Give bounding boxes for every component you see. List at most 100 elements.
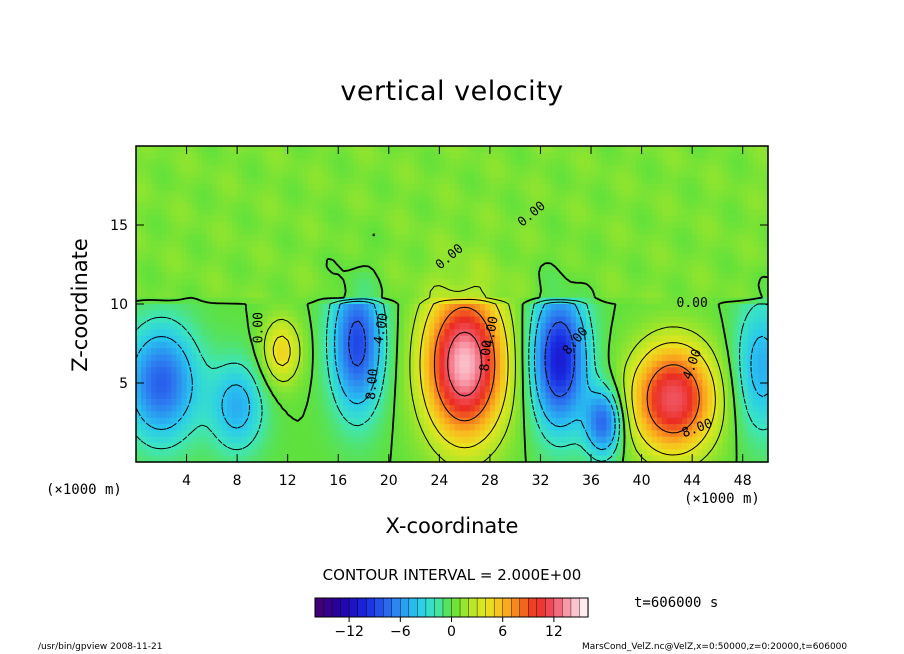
field-cell (494, 259, 501, 267)
field-cell (666, 316, 673, 324)
field-cell (580, 209, 587, 217)
field-cell (444, 329, 451, 337)
field-cell (221, 228, 228, 236)
field-cell (252, 367, 258, 375)
field-cell (479, 278, 486, 286)
field-cell (626, 240, 633, 248)
field-cell (227, 221, 233, 229)
field-cell (343, 266, 349, 273)
field-cell (540, 152, 547, 160)
field-cell (702, 285, 708, 292)
field-cell (348, 316, 355, 324)
field-cell (312, 367, 319, 375)
field-cell (565, 164, 572, 172)
field-cell (151, 171, 157, 179)
field-cell (666, 152, 673, 160)
field-cell (742, 304, 749, 311)
field-cell (156, 316, 162, 324)
field-cell (176, 386, 183, 394)
field-cell (439, 158, 446, 166)
field-cell (393, 177, 400, 185)
field-cell (221, 240, 228, 248)
field-cell (307, 266, 314, 273)
field-cell (560, 335, 567, 343)
field-cell (282, 152, 289, 160)
field-cell (242, 310, 248, 318)
field-cell (146, 272, 152, 280)
field-cell (535, 335, 542, 343)
field-cell (565, 373, 572, 381)
field-cell (580, 341, 587, 349)
field-cell (206, 259, 213, 267)
field-cell (757, 316, 764, 324)
field-cell (166, 373, 172, 381)
field-cell (191, 177, 198, 185)
field-cell (419, 259, 425, 267)
field-cell (272, 247, 279, 255)
field-cell (585, 196, 592, 204)
field-cell (247, 215, 253, 223)
field-cell (171, 228, 178, 236)
field-cell (439, 183, 446, 191)
field-cell (742, 196, 749, 204)
field-cell (616, 158, 622, 166)
field-cell (469, 291, 476, 299)
field-cell (454, 183, 461, 191)
field-cell (398, 209, 405, 217)
field-cell (181, 386, 188, 394)
field-cell (687, 209, 693, 217)
field-cell (252, 304, 258, 311)
field-cell (161, 291, 167, 299)
field-cell (358, 196, 365, 204)
field-cell (707, 329, 713, 337)
field-cell (510, 209, 516, 217)
field-cell (631, 322, 638, 330)
field-cell (742, 354, 749, 362)
field-cell (717, 228, 724, 236)
field-cell (596, 253, 602, 261)
field-cell (747, 278, 754, 286)
field-cell (631, 247, 638, 255)
field-cell (722, 386, 729, 394)
field-cell (211, 360, 218, 368)
field-cell (540, 158, 547, 166)
field-cell (272, 228, 279, 236)
field-cell (196, 259, 203, 267)
field-cell (302, 291, 309, 299)
field-cell (136, 177, 142, 185)
field-cell (171, 202, 178, 210)
field-cell (307, 367, 314, 375)
field-cell (449, 310, 456, 318)
field-cell (560, 202, 567, 210)
field-cell (156, 360, 162, 368)
field-cell (146, 367, 152, 375)
field-cell (747, 335, 754, 343)
field-cell (510, 164, 516, 172)
field-cell (297, 373, 304, 381)
field-cell (156, 310, 162, 318)
field-cell (333, 379, 339, 387)
field-cell (368, 158, 375, 166)
field-cell (626, 285, 633, 292)
field-cell (489, 322, 496, 330)
field-cell (712, 310, 719, 318)
field-cell (707, 360, 713, 368)
field-cell (459, 266, 466, 273)
field-cell (469, 202, 476, 210)
field-cell (378, 146, 385, 153)
field-cell (211, 247, 218, 255)
field-cell (520, 234, 526, 242)
field-cell (585, 386, 592, 394)
field-cell (626, 215, 633, 223)
field-cell (666, 335, 673, 343)
field-cell (398, 247, 405, 255)
field-cell (307, 215, 314, 223)
field-cell (591, 379, 597, 387)
field-cell (206, 272, 213, 280)
field-cell (216, 240, 223, 248)
field-cell (393, 297, 400, 305)
field-cell (343, 360, 349, 368)
field-cell (141, 304, 147, 311)
field-cell (707, 291, 713, 299)
field-cell (156, 196, 162, 204)
